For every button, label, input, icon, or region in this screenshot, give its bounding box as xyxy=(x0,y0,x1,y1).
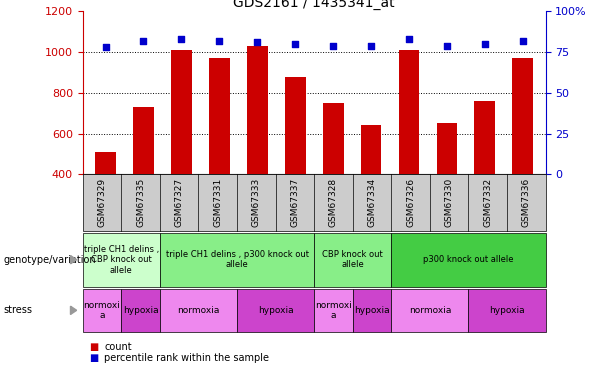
Text: normoxi
a: normoxi a xyxy=(315,301,352,320)
Bar xyxy=(322,103,343,174)
Bar xyxy=(512,58,533,174)
Bar xyxy=(171,50,192,174)
Text: hypoxia: hypoxia xyxy=(354,306,390,315)
Text: hypoxia: hypoxia xyxy=(123,306,158,315)
Text: GSM67335: GSM67335 xyxy=(136,178,145,227)
Bar xyxy=(436,123,457,174)
Text: normoxia: normoxia xyxy=(177,306,219,315)
Text: GSM67331: GSM67331 xyxy=(213,178,223,227)
Point xyxy=(518,38,528,44)
Bar xyxy=(95,152,116,174)
Point xyxy=(328,42,338,48)
Point xyxy=(253,39,262,45)
Point xyxy=(404,36,414,42)
Title: GDS2161 / 1435341_at: GDS2161 / 1435341_at xyxy=(234,0,395,10)
Point xyxy=(101,44,110,50)
Point xyxy=(291,41,300,47)
Text: ■: ■ xyxy=(89,353,98,363)
Text: GSM67332: GSM67332 xyxy=(483,178,492,227)
Text: triple CH1 delins ,
CBP knock out
allele: triple CH1 delins , CBP knock out allele xyxy=(84,245,159,274)
Text: GSM67326: GSM67326 xyxy=(406,178,415,227)
Point xyxy=(139,38,148,44)
Point xyxy=(442,42,452,48)
Point xyxy=(177,36,186,42)
Text: normoxi
a: normoxi a xyxy=(83,301,121,320)
Text: genotype/variation: genotype/variation xyxy=(3,255,96,265)
Text: ■: ■ xyxy=(89,342,98,352)
Text: triple CH1 delins , p300 knock out
allele: triple CH1 delins , p300 knock out allel… xyxy=(166,250,308,269)
Bar xyxy=(209,58,230,174)
Text: normoxia: normoxia xyxy=(409,306,451,315)
Point xyxy=(366,42,376,48)
Bar xyxy=(285,76,306,174)
Text: hypoxia: hypoxia xyxy=(258,306,294,315)
Text: GSM67327: GSM67327 xyxy=(175,178,184,227)
Text: GSM67333: GSM67333 xyxy=(252,178,261,227)
Text: count: count xyxy=(104,342,132,352)
Text: percentile rank within the sample: percentile rank within the sample xyxy=(104,353,269,363)
Text: GSM67334: GSM67334 xyxy=(368,178,376,227)
Text: GSM67337: GSM67337 xyxy=(291,178,299,227)
Text: p300 knock out allele: p300 knock out allele xyxy=(423,255,514,264)
Text: CBP knock out
allele: CBP knock out allele xyxy=(322,250,383,269)
Bar xyxy=(360,125,381,174)
Text: GSM67328: GSM67328 xyxy=(329,178,338,227)
Point xyxy=(215,38,224,44)
Bar xyxy=(474,101,495,174)
Bar xyxy=(247,46,268,174)
Text: GSM67329: GSM67329 xyxy=(97,178,107,227)
Text: GSM67336: GSM67336 xyxy=(522,178,531,227)
Point xyxy=(480,41,490,47)
Bar xyxy=(133,107,154,174)
Text: GSM67330: GSM67330 xyxy=(444,178,454,227)
Bar xyxy=(398,50,419,174)
Text: hypoxia: hypoxia xyxy=(489,306,525,315)
Text: stress: stress xyxy=(3,305,32,315)
